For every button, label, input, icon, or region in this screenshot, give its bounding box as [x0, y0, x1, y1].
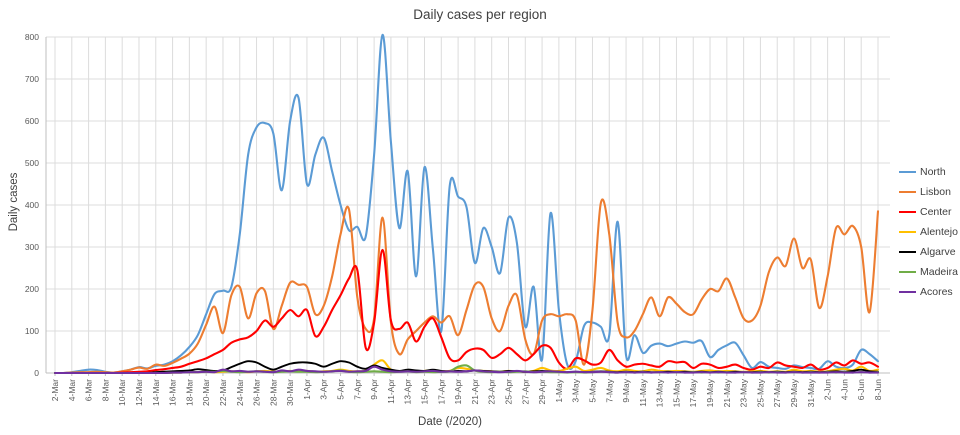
- legend-item-madeira: Madeira: [899, 266, 959, 278]
- series-line-acores: [53, 365, 880, 375]
- x-tick-label: 6-Mar: [84, 379, 94, 401]
- legend-marker-north: [899, 170, 916, 174]
- x-tick-label: 27-May: [772, 378, 782, 407]
- x-tick-label: 17-May: [688, 378, 698, 407]
- x-tick-label: 2-Jun: [823, 379, 833, 401]
- legend-label: Lisbon: [920, 186, 951, 198]
- x-tick-label: 1-May: [554, 378, 564, 402]
- x-tick-label: 5-May: [587, 378, 597, 402]
- x-tick-label: 21-Apr: [470, 379, 480, 405]
- legend-label: Algarve: [920, 246, 956, 258]
- legend-item-algarve: Algarve: [899, 246, 959, 258]
- y-tick-label: 700: [25, 74, 39, 84]
- x-tick-label: 13-Apr: [403, 379, 413, 405]
- x-tick-label: 29-May: [789, 378, 799, 407]
- y-tick-label: 0: [34, 368, 39, 378]
- x-tick-label: 9-Apr: [369, 379, 379, 400]
- x-tick-label: 22-Mar: [218, 379, 228, 406]
- x-tick-label: 1-Apr: [302, 379, 312, 400]
- series-line-north: [53, 33, 880, 375]
- legend-item-north: North: [899, 166, 959, 178]
- x-tick-label: 10-Mar: [117, 379, 127, 406]
- x-tick-label: 16-Mar: [168, 379, 178, 406]
- legend-marker-algarve: [899, 250, 916, 254]
- x-tick-label: 2-Mar: [50, 379, 60, 401]
- legend-marker-lisbon: [899, 190, 916, 194]
- legend-label: Acores: [920, 286, 953, 298]
- y-tick-label: 800: [25, 32, 39, 42]
- series-line-lisbon: [53, 198, 880, 375]
- x-tick-label: 31-May: [806, 378, 816, 407]
- x-tick-label: 25-May: [755, 378, 765, 407]
- x-tick-label: 5-Apr: [336, 379, 346, 400]
- x-tick-label: 12-Mar: [134, 379, 144, 406]
- y-tick-label: 300: [25, 242, 39, 252]
- x-tick-label: 30-Mar: [285, 379, 295, 406]
- x-tick-label: 8-Mar: [100, 379, 110, 401]
- y-tick-label: 100: [25, 326, 39, 336]
- x-tick-label: 14-Mar: [151, 379, 161, 406]
- y-tick-label: 400: [25, 200, 39, 210]
- x-tick-label: 8-Jun: [873, 379, 883, 401]
- legend-marker-alentejo: [899, 230, 916, 234]
- legend-label: Alentejo: [920, 226, 958, 238]
- x-axis-title: Date (/2020): [418, 416, 482, 428]
- x-tick-label: 26-Mar: [252, 379, 262, 406]
- x-tick-label: 4-Jun: [839, 379, 849, 401]
- x-tick-label: 9-May: [621, 378, 631, 402]
- x-tick-label: 29-Apr: [537, 379, 547, 405]
- legend-label: Center: [920, 206, 952, 218]
- x-tick-label: 20-Mar: [201, 379, 211, 406]
- y-axis-title: Daily cases: [8, 172, 20, 232]
- x-tick-label: 11-Apr: [386, 379, 396, 404]
- chart-title: Daily cases per region: [413, 7, 547, 22]
- x-tick-label: 28-Mar: [268, 379, 278, 406]
- legend-item-acores: Acores: [899, 286, 959, 298]
- x-tick-label: 7-Apr: [352, 379, 362, 400]
- legend-marker-center: [899, 210, 916, 214]
- x-tick-label: 21-May: [722, 378, 732, 407]
- legend: North Lisbon Center Alentejo Algarve Madeira A…: [899, 166, 959, 306]
- x-tick-label: 27-Apr: [520, 379, 530, 405]
- x-tick-label: 18-Mar: [184, 379, 194, 406]
- x-tick-label: 15-May: [671, 378, 681, 407]
- y-tick-label: 600: [25, 116, 39, 126]
- x-tick-label: 25-Apr: [503, 379, 513, 405]
- x-tick-label: 15-Apr: [420, 379, 430, 405]
- x-tick-label: 6-Jun: [856, 379, 866, 401]
- legend-marker-acores: [899, 290, 916, 294]
- x-tick-label: 19-Apr: [453, 379, 463, 405]
- x-tick-label: 23-Apr: [487, 379, 497, 405]
- x-tick-label: 24-Mar: [235, 379, 245, 406]
- x-tick-label: 23-May: [739, 378, 749, 407]
- x-tick-label: 11-May: [638, 378, 648, 406]
- x-tick-label: 3-May: [571, 378, 581, 402]
- x-tick-label: 4-Mar: [67, 379, 77, 401]
- series-line-center: [53, 248, 880, 375]
- y-tick-label: 500: [25, 158, 39, 168]
- legend-marker-madeira: [899, 270, 916, 274]
- legend-item-lisbon: Lisbon: [899, 186, 959, 198]
- x-tick-label: 19-May: [705, 378, 715, 407]
- legend-item-center: Center: [899, 206, 959, 218]
- legend-item-alentejo: Alentejo: [899, 226, 959, 238]
- legend-label: North: [920, 166, 946, 178]
- x-tick-label: 17-Apr: [436, 379, 446, 405]
- x-tick-label: 3-Apr: [319, 379, 329, 400]
- y-tick-label: 200: [25, 284, 39, 294]
- x-tick-label: 7-May: [604, 378, 614, 402]
- legend-label: Madeira: [920, 266, 958, 278]
- x-tick-label: 13-May: [655, 378, 665, 407]
